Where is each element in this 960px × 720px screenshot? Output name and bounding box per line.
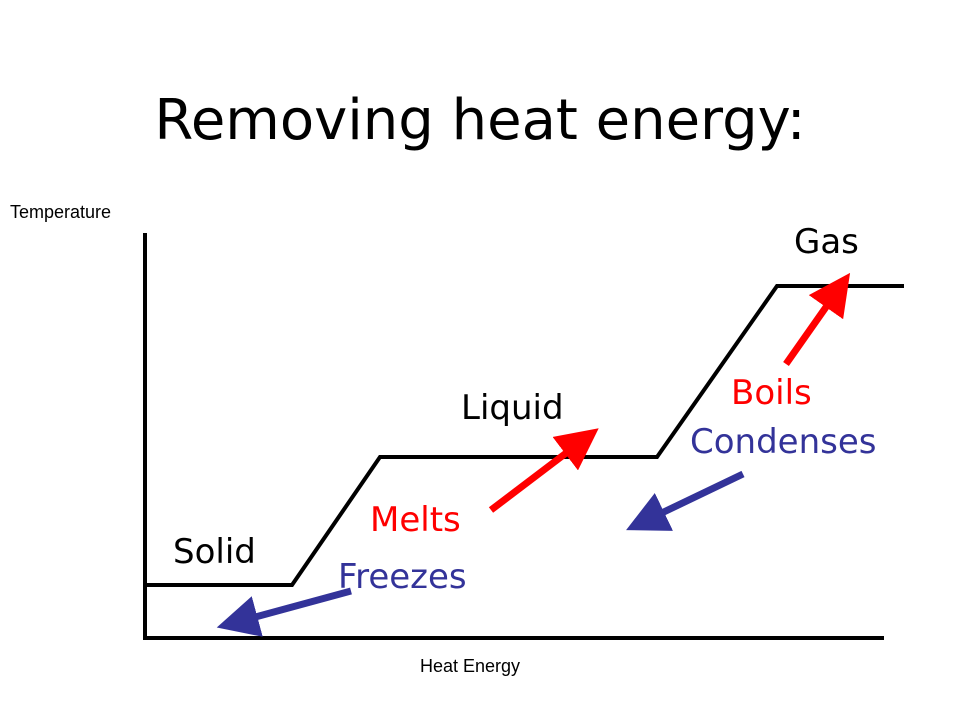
y-axis-label: Temperature bbox=[10, 202, 112, 222]
heating-curve bbox=[145, 284, 904, 587]
x-axis-label: Heat Energy bbox=[419, 656, 521, 676]
condenses-arrow bbox=[626, 470, 745, 531]
slide-title: Removing heat energy: bbox=[154, 88, 806, 153]
condenses-label: Condenses bbox=[690, 422, 877, 462]
gas-label: Gas bbox=[794, 222, 859, 262]
melts-arrow bbox=[488, 428, 599, 513]
liquid-label: Liquid bbox=[461, 388, 564, 428]
boils-arrow bbox=[783, 272, 851, 367]
freezes-label: Freezes bbox=[338, 557, 467, 597]
solid-label: Solid bbox=[173, 532, 256, 572]
freezes-arrow bbox=[216, 587, 352, 637]
boils-label: Boils bbox=[731, 373, 812, 413]
melts-label: Melts bbox=[370, 500, 461, 540]
